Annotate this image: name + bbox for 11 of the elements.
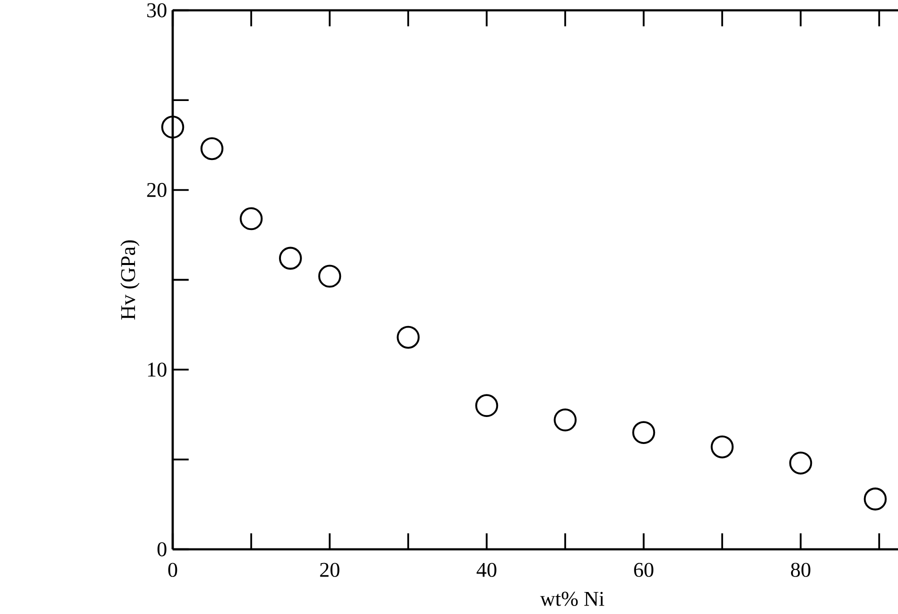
x-tick-label: 80 (791, 562, 810, 577)
x-tick-label: 0 (168, 562, 178, 577)
y-axis-title: Hv (GPa) (120, 240, 140, 320)
x-tick-label: 60 (634, 562, 654, 577)
x-tick-label: 20 (320, 562, 340, 577)
y-tick-label: 30 (147, 3, 166, 18)
y-tick-label: 0 (158, 542, 166, 556)
x-axis-title: wt% Ni (540, 592, 604, 606)
y-tick-label: 10 (148, 362, 166, 377)
x-tick-label: 40 (476, 562, 496, 577)
y-tick-label: 20 (147, 182, 166, 198)
